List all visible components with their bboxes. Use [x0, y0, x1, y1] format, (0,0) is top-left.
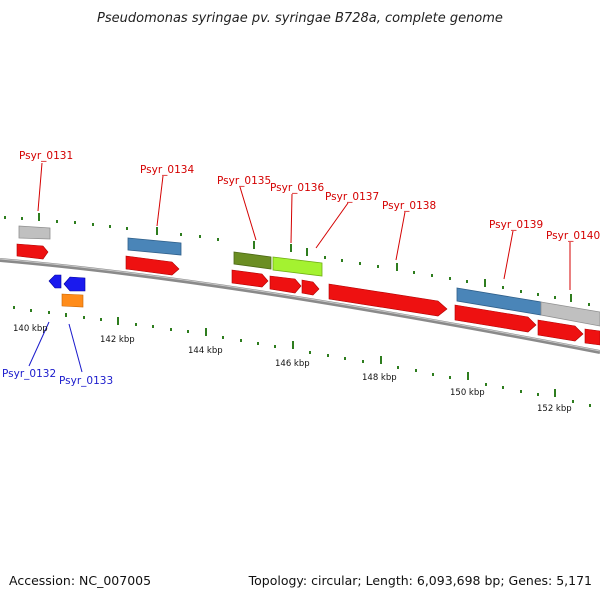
gene-label-psyr-0138: Psyr_0138 [382, 200, 436, 212]
bottom-label-leaders [28, 321, 83, 373]
cds-arrow-psyr-0140 [537, 319, 584, 342]
tick-label-146: 146 kbp [275, 359, 310, 369]
cds-reverse-track [48, 274, 86, 308]
cds-arrow-next [584, 328, 600, 346]
feature-psyr-0136 [272, 256, 323, 277]
feature-psyr-0140 [540, 301, 600, 327]
feature-psyr-0133 [61, 293, 84, 308]
cds-arrow-psyr-0138 [328, 283, 448, 317]
gene-label-psyr-0131: Psyr_0131 [19, 150, 73, 162]
cds-arrow-psyr-0134 [125, 255, 180, 276]
genome-backbone [0, 258, 600, 354]
tick-label-142: 142 kbp [100, 335, 135, 345]
gene-label-psyr-0132: Psyr_0132 [2, 368, 56, 380]
inner-tick-track [13, 306, 591, 407]
gene-label-psyr-0133: Psyr_0133 [59, 375, 113, 387]
genome-backbone-highlight [0, 258, 600, 352]
gene-label-leaders [37, 162, 571, 290]
tick-label-150: 150 kbp [450, 388, 485, 398]
cds-arrow-psyr-0135 [231, 269, 269, 288]
outer-tick-track [4, 213, 590, 306]
gene-labels-top: Psyr_0131 Psyr_0134 Psyr_0135 Psyr_0136 … [19, 150, 600, 242]
feature-psyr-0131 [18, 225, 51, 240]
gene-label-psyr-0134: Psyr_0134 [140, 164, 194, 176]
map-title: Pseudomonas syringae pv. syringae B728a,… [97, 11, 503, 26]
gene-label-psyr-0136: Psyr_0136 [270, 182, 324, 194]
gene-labels-bottom: Psyr_0132 Psyr_0133 [2, 368, 113, 387]
tick-label-144: 144 kbp [188, 346, 223, 356]
tick-label-140: 140 kbp [13, 324, 48, 334]
cds-arrow-psyr-0139 [454, 304, 537, 333]
topology-summary: Topology: circular; Length: 6,093,698 bp… [248, 573, 592, 588]
cds-arrow-psyr-0136 [269, 275, 302, 294]
gene-label-psyr-0140: Psyr_0140 [546, 230, 600, 242]
cds-arrow-psyr-0133 [63, 276, 86, 292]
cds-arrow-psyr-0137 [301, 279, 320, 296]
tick-label-148: 148 kbp [362, 373, 397, 383]
feature-psyr-0135 [233, 251, 272, 270]
feature-psyr-0134 [127, 237, 182, 256]
gene-label-psyr-0137: Psyr_0137 [325, 191, 379, 203]
cds-arrow-psyr-0131 [16, 243, 49, 260]
feature-track-top [18, 225, 600, 327]
tick-label-152: 152 kbp [537, 404, 572, 414]
ruler-labels: 140 kbp 142 kbp 144 kbp 146 kbp 148 kbp … [13, 324, 572, 414]
gene-label-psyr-0135: Psyr_0135 [217, 175, 271, 187]
accession-text: Accession: NC_007005 [9, 573, 152, 588]
cds-forward-track [16, 243, 600, 346]
cds-arrow-psyr-0132 [48, 274, 62, 289]
gene-label-psyr-0139: Psyr_0139 [489, 219, 543, 231]
